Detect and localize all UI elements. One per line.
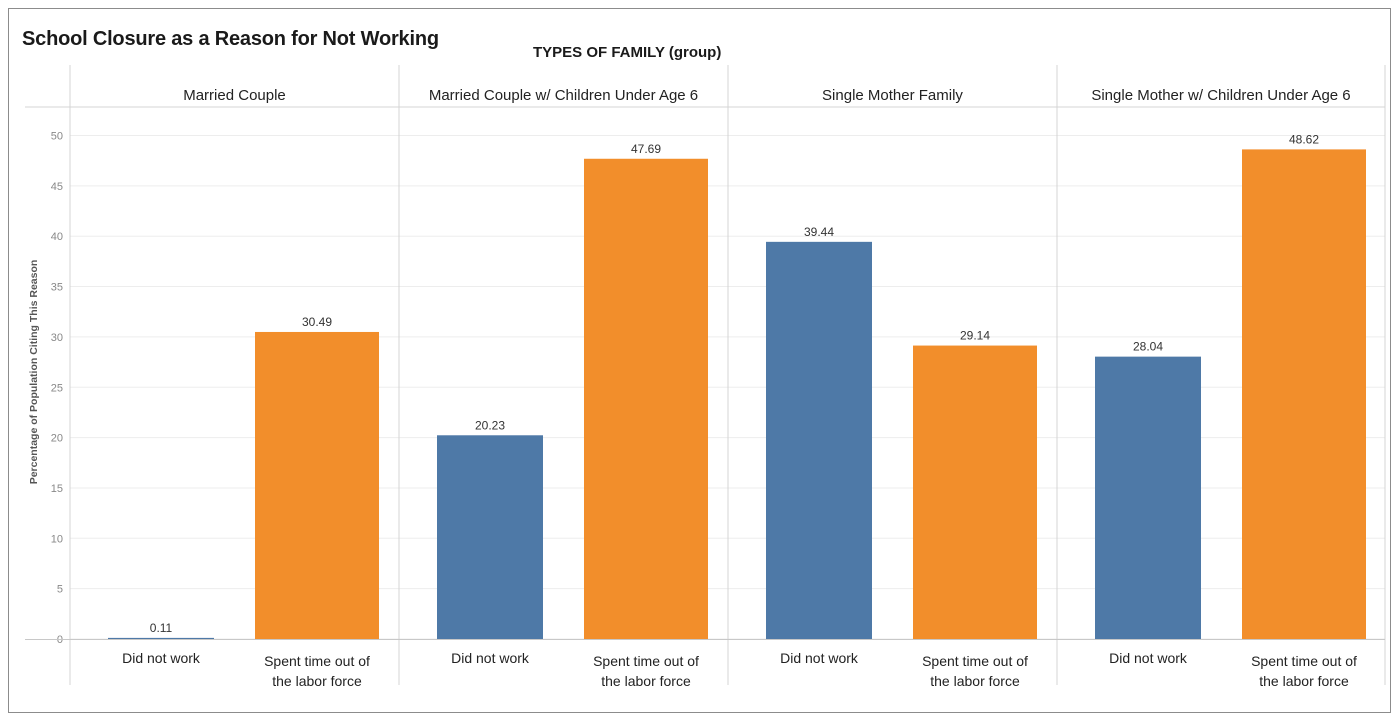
- panel-header-label: Single Mother Family: [822, 87, 963, 104]
- y-tick-label: 15: [51, 483, 63, 495]
- data-label: 29.14: [960, 329, 990, 343]
- x-tick-label: Did not work: [1109, 650, 1188, 666]
- y-tick-label: 25: [51, 382, 63, 394]
- x-tick-label: Spent time out of the labor force: [1251, 653, 1357, 689]
- data-label: 30.49: [302, 315, 332, 329]
- panel-header-label: Single Mother w/ Children Under Age 6: [1091, 87, 1350, 104]
- bar: [1095, 356, 1201, 639]
- y-tick-label: 50: [51, 131, 63, 143]
- bar: [584, 158, 708, 639]
- y-tick-label: 35: [51, 282, 63, 294]
- data-label: 0.11: [150, 621, 173, 635]
- chart-frame: [8, 8, 1391, 713]
- x-tick-label: Spent time out of the labor force: [593, 653, 699, 689]
- y-tick-label: 20: [51, 433, 63, 445]
- y-tick-label: 45: [51, 181, 63, 193]
- bar: [437, 435, 543, 639]
- data-label: 39.44: [804, 225, 834, 239]
- data-label: 28.04: [1133, 340, 1163, 354]
- y-tick-label: 5: [57, 584, 63, 596]
- bar: [1242, 149, 1366, 639]
- y-tick-label: 10: [51, 533, 63, 545]
- x-tick-label: Spent time out of the labor force: [264, 653, 370, 689]
- chart-title: School Closure as a Reason for Not Worki…: [22, 28, 439, 50]
- x-tick-label: Spent time out of the labor force: [922, 653, 1028, 689]
- panel-header-label: Married Couple w/ Children Under Age 6: [429, 87, 698, 104]
- data-label: 47.69: [631, 142, 661, 156]
- y-tick-label: 40: [51, 231, 63, 243]
- data-label: 20.23: [475, 418, 505, 432]
- bar: [766, 241, 872, 639]
- bar: [255, 331, 379, 639]
- data-label: 48.62: [1289, 132, 1319, 146]
- bar: [913, 345, 1037, 639]
- x-tick-label: Did not work: [780, 650, 859, 666]
- bar: [108, 637, 214, 639]
- x-tick-label: Did not work: [451, 650, 530, 666]
- panel-header-label: Married Couple: [183, 87, 286, 104]
- x-tick-label: Did not work: [122, 650, 201, 666]
- group-header-title: TYPES OF FAMILY (group): [533, 44, 722, 61]
- y-tick-label: 30: [51, 332, 63, 344]
